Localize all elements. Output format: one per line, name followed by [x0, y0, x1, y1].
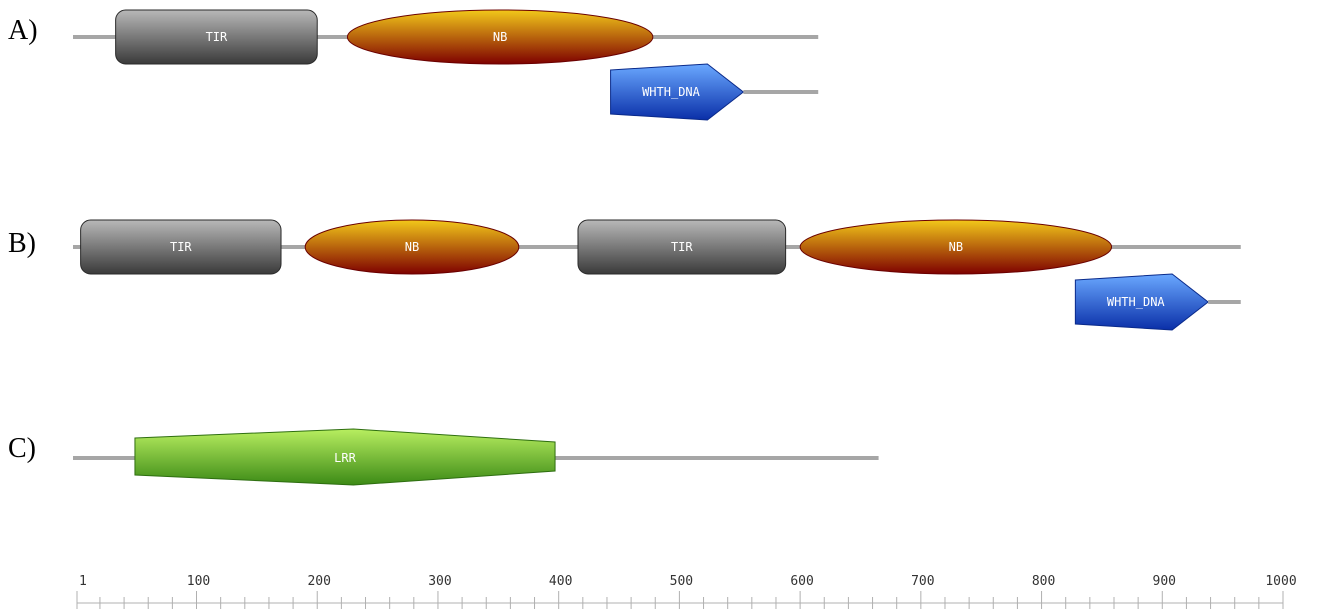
domain-whth-dna: WHTH_DNA	[610, 63, 745, 121]
domain-label: NB	[405, 240, 419, 254]
domain-tir: TIR	[80, 219, 282, 275]
protein-c-label: C)	[8, 433, 36, 464]
protein-a-label: A)	[8, 15, 38, 46]
protein-b-label: B)	[8, 228, 36, 259]
protein-row-1: TIR NB WHTH_DNA	[73, 9, 819, 121]
domain-nb: NB	[346, 9, 654, 65]
position-scale: 1 100 200 300 400 500 600 700 800 900 1000	[76, 574, 1297, 609]
domain-label: TIR	[671, 240, 693, 254]
scale-tick-label: 1000	[1265, 574, 1296, 589]
domain-lrr: LRR	[134, 428, 556, 486]
domain-tir: TIR	[577, 219, 787, 275]
domain-label: NB	[949, 240, 963, 254]
domain-label: TIR	[206, 30, 228, 44]
domain-whth-dna: WHTH_DNA	[1074, 273, 1209, 331]
domain-label: WHTH_DNA	[642, 85, 701, 99]
protein-row-3: LRR	[73, 428, 879, 486]
scale-tick-label: 900	[1153, 574, 1176, 589]
scale-tick-label: 700	[911, 574, 934, 589]
domain-label: TIR	[170, 240, 192, 254]
domain-label: NB	[493, 30, 507, 44]
protein-row-2: TIR NB TIR NB WHTH_DNA	[73, 219, 1241, 331]
scale-tick-label: 500	[670, 574, 693, 589]
domain-label: WHTH_DNA	[1107, 295, 1166, 309]
domain-nb: NB	[304, 219, 520, 275]
scale-tick-label: 300	[428, 574, 451, 589]
domain-tir: TIR	[115, 9, 318, 65]
scale-tick-label: 800	[1032, 574, 1055, 589]
scale-tick-label: 600	[790, 574, 813, 589]
scale-tick-label: 200	[307, 574, 330, 589]
domain-label: LRR	[334, 451, 356, 465]
scale-tick-label: 400	[549, 574, 572, 589]
scale-tick-label: 100	[187, 574, 210, 589]
scale-tick-label: 1	[79, 574, 87, 589]
domain-nb: NB	[799, 219, 1113, 275]
